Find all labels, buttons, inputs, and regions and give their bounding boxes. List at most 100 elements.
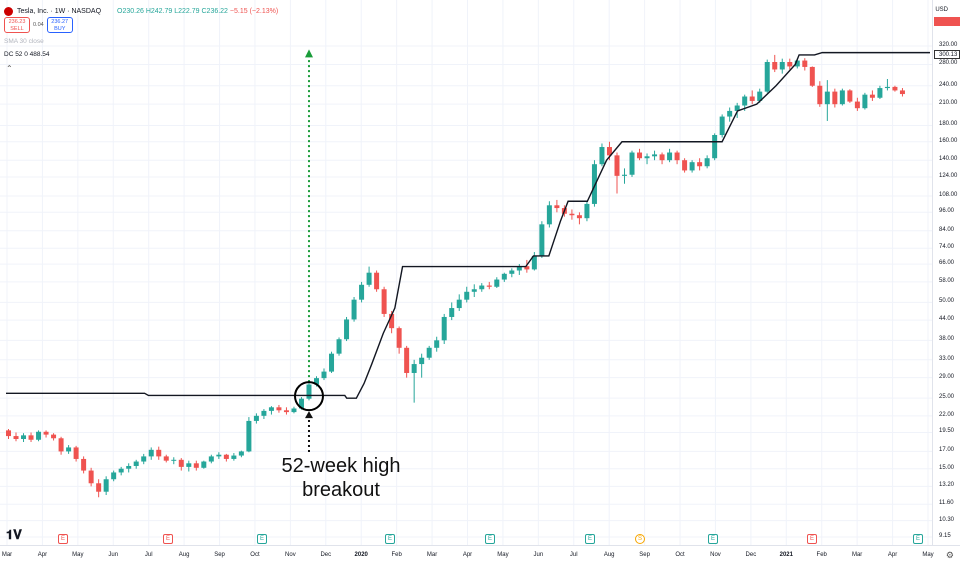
candle-body [51,434,57,439]
candle-down [283,407,289,415]
candle-down [569,209,575,220]
candle-body [892,86,898,91]
candle-body [899,90,905,95]
candle-body [163,456,169,461]
candle-up [546,201,552,228]
candle-down [81,456,87,474]
projection-arrow-head [304,49,313,58]
candle-up [501,272,507,282]
candle-body [118,468,124,473]
time-tick: May [922,552,934,558]
donchian-price-tag: 300.13 [934,50,960,60]
candle-body [787,62,793,67]
candle-up [877,85,883,100]
candle-down [787,58,793,70]
candle-body [809,66,815,86]
donchian-upper-line [6,51,930,399]
price-tick: 320.00 [939,42,958,48]
price-axis[interactable]: USD 320.00 280.00 240.00 210.00 180.00 160.00… [932,0,960,545]
candle-body [531,255,537,270]
price-tick: 44.00 [939,316,955,323]
earnings-event-icon[interactable]: E [485,534,495,544]
candle-body [576,215,582,219]
earnings-event-icon[interactable]: E [385,534,395,544]
time-tick: Jun [533,552,544,558]
candle-body [689,162,695,171]
candle-down [524,259,530,273]
candle-down [156,446,162,460]
price-tick: 9.15 [939,533,951,539]
split-event-icon[interactable]: S [635,534,645,544]
candle-body [659,154,665,161]
candle-body [58,438,64,452]
price-tick: 160.00 [939,137,958,144]
candle-body [652,154,658,157]
price-tick: 74.00 [939,244,955,251]
sell-button[interactable]: 236.23 SELL [4,17,30,33]
earnings-event-icon[interactable]: E [807,534,817,544]
candle-body [794,60,800,67]
candle-body [524,266,530,270]
candle-body [141,456,147,462]
buy-button[interactable]: 236.27 BUY [46,17,73,33]
symbol-title[interactable]: Tesla, Inc. · 1W · NASDAQ [17,7,102,15]
candle-down [178,458,184,471]
candle-body [802,60,808,67]
candle-body [231,455,237,459]
candle-up [689,160,695,173]
candle-down [486,281,492,290]
candle-body [606,147,612,156]
candle-up [231,453,237,461]
candle-body [539,224,545,256]
candle-up [509,268,515,278]
candle-up [434,336,440,352]
candle-down [697,158,703,171]
candle-up [862,92,868,110]
candle-body [622,174,627,176]
time-tick: Apr [462,552,473,558]
candle-down [6,428,11,440]
candle-body [839,90,845,105]
candle-up [141,453,147,465]
candle-body [13,436,19,440]
earnings-event-icon[interactable]: E [708,534,718,544]
candle-up [531,252,537,271]
tradingview-logo-icon[interactable]: 𝟏𝐕 [6,527,22,542]
candle-down [892,85,898,92]
candle-body [637,152,643,159]
buy-label: BUY [54,25,66,32]
earnings-event-icon[interactable]: E [913,534,923,544]
candle-up [584,201,590,222]
candle-body [584,203,590,219]
gear-icon[interactable]: ⚙ [945,550,954,560]
candle-body [764,62,770,92]
candle-up [591,160,597,207]
earnings-event-icon[interactable]: E [585,534,595,544]
candle-body [877,88,883,98]
price-chart[interactable] [0,0,932,545]
candle-down [88,467,94,487]
price-tick: 96.00 [939,208,955,215]
chevron-up-icon[interactable]: ⌃ [6,64,13,73]
price-tick: 58.00 [939,277,955,284]
candlestick-series [6,54,905,498]
indicator-sma-legend[interactable]: SMA 30 close [4,38,44,45]
candle-up [344,316,350,342]
earnings-event-icon[interactable]: E [58,534,68,544]
earnings-event-icon[interactable]: E [257,534,267,544]
earnings-event-icon[interactable]: E [163,534,173,544]
candle-up [824,80,830,121]
candle-down [832,88,838,108]
candle-up [494,277,500,288]
candle-body [591,164,597,204]
time-axis[interactable]: Mar Apr May Jun Jul Aug Sep Oct Nov Dec 2020 Feb Mar… [0,545,960,564]
price-tick: 140.00 [939,156,958,163]
candle-down [749,90,755,105]
spread-value: 0.04 [33,22,44,28]
candle-down [674,150,680,165]
candle-up [479,283,485,292]
candle-body [884,86,890,89]
price-tick: 19.50 [939,428,955,435]
indicator-dc-legend[interactable]: DC 52 0 488.54 [4,51,50,58]
price-tick: 84.00 [939,226,955,233]
